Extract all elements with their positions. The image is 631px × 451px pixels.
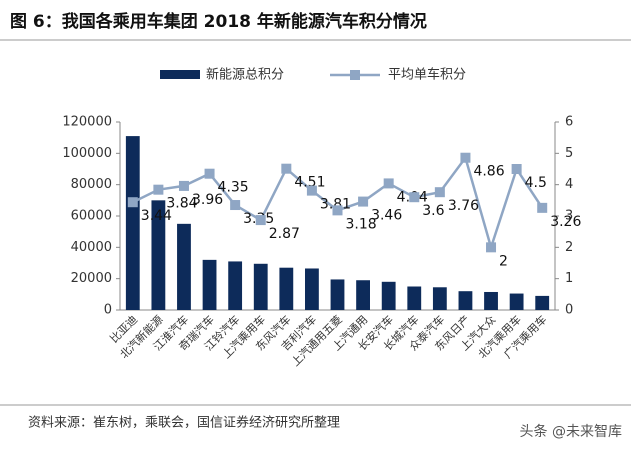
- line-marker: [230, 200, 241, 211]
- y-tick-label: 0: [104, 303, 112, 318]
- data-label: 4.86: [473, 164, 504, 180]
- bar: [177, 223, 191, 310]
- bar: [407, 286, 422, 310]
- legend-label: 平均单车积分: [388, 67, 466, 83]
- line-marker: [409, 192, 420, 203]
- legend-label: 新能源总积分: [206, 67, 284, 83]
- data-label: 3.76: [448, 198, 479, 214]
- bar: [484, 291, 498, 310]
- data-label: 4.51: [294, 175, 325, 191]
- y2-tick-label: 3: [565, 209, 573, 224]
- line-marker: [460, 152, 471, 163]
- line-marker: [178, 180, 189, 191]
- line-marker: [306, 185, 317, 196]
- legend-swatch: [160, 70, 200, 79]
- line-marker: [358, 196, 369, 207]
- line-marker: [153, 184, 164, 195]
- data-label: 2.87: [269, 226, 300, 242]
- bar: [381, 281, 396, 310]
- data-label: 3.81: [320, 197, 351, 213]
- data-label: 4.35: [218, 180, 249, 196]
- data-label: 3.44: [141, 208, 172, 224]
- y2-tick-label: 1: [565, 271, 573, 286]
- y-tick-label: 60000: [71, 209, 112, 224]
- line-marker: [332, 205, 343, 216]
- y2-tick-label: 2: [565, 240, 573, 255]
- y-tick-label: 40000: [71, 240, 112, 255]
- y2-tick-label: 0: [565, 303, 573, 318]
- y2-tick-label: 4: [565, 177, 573, 192]
- line-marker: [204, 168, 215, 179]
- data-label: 2: [499, 253, 508, 269]
- bar: [458, 291, 473, 310]
- line-marker: [127, 197, 138, 208]
- data-label: 3.96: [192, 192, 223, 208]
- watermark: 头条 @未来智库: [520, 423, 622, 440]
- y-tick-label: 100000: [62, 146, 112, 161]
- data-label: 3.6: [422, 203, 444, 219]
- bar: [253, 263, 268, 310]
- bar: [509, 293, 524, 310]
- bar: [356, 280, 370, 310]
- bar: [202, 259, 217, 310]
- y2-tick-label: 5: [565, 146, 573, 161]
- y2-tick-label: 6: [565, 115, 573, 130]
- bar: [330, 279, 345, 310]
- line-marker: [511, 164, 522, 174]
- data-label: 4.5: [525, 175, 547, 191]
- line-marker: [434, 187, 445, 198]
- bar: [125, 136, 140, 310]
- data-label: 3.46: [371, 208, 402, 224]
- source-note: 资料来源：崔东树，乘联会，国信证券经济研究所整理: [28, 415, 340, 431]
- data-label: 3.26: [550, 214, 581, 230]
- bar: [279, 267, 294, 310]
- data-label: 3.84: [166, 196, 197, 212]
- line-marker: [537, 202, 548, 213]
- legend-swatch: [350, 70, 360, 80]
- bar: [305, 268, 319, 310]
- bar: [535, 295, 550, 310]
- line-marker: [383, 178, 394, 189]
- line-marker: [281, 163, 292, 174]
- bar: [151, 200, 166, 310]
- data-label: 3.18: [346, 216, 377, 232]
- y-tick-label: 20000: [71, 271, 112, 286]
- bar: [228, 261, 243, 310]
- line-marker: [255, 215, 266, 226]
- chart-title: 图 6：我国各乘用车集团 2018 年新能源汽车积分情况: [10, 11, 427, 32]
- y-tick-label: 120000: [62, 115, 112, 130]
- y-tick-label: 80000: [71, 177, 112, 192]
- line-marker: [486, 242, 497, 253]
- bar: [432, 287, 447, 310]
